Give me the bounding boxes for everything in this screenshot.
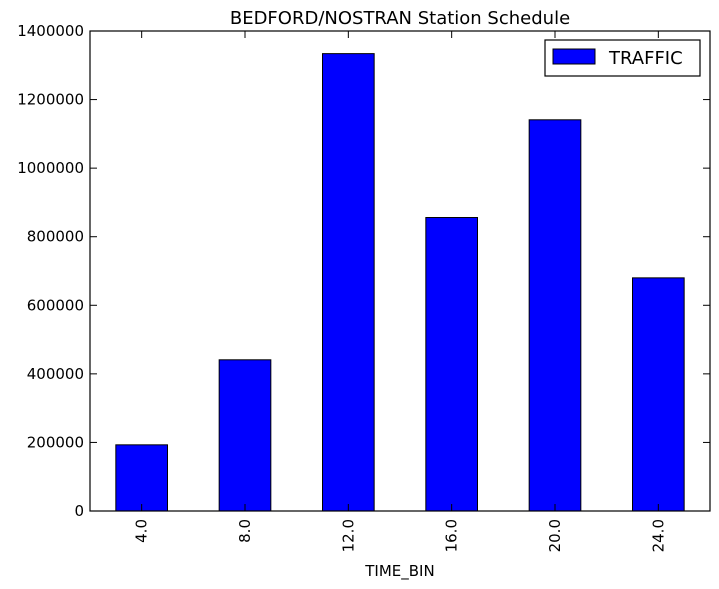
y-tick-label: 600000 bbox=[27, 296, 84, 314]
x-tick-label: 4.0 bbox=[133, 519, 151, 543]
legend-label: TRAFFIC bbox=[608, 48, 683, 69]
y-axis-ticks: 0 200000 400000 600000 800000 1000000 1200000 1… bbox=[17, 22, 710, 520]
x-tick-label: 8.0 bbox=[236, 519, 254, 543]
bar bbox=[115, 444, 169, 512]
x-tick-label: 16.0 bbox=[443, 519, 461, 552]
x-tick-label: 20.0 bbox=[546, 519, 564, 552]
x-tick-label: 12.0 bbox=[339, 519, 357, 552]
legend-swatch bbox=[552, 48, 596, 65]
y-tick-label: 400000 bbox=[27, 365, 84, 383]
chart-title: BEDFORD/NOSTRAN Station Schedule bbox=[230, 8, 570, 29]
bar bbox=[528, 119, 582, 512]
y-tick-label: 1400000 bbox=[17, 22, 84, 40]
y-tick-label: 1200000 bbox=[17, 91, 84, 109]
x-axis-label: TIME_BIN bbox=[364, 562, 434, 581]
legend: TRAFFIC bbox=[544, 39, 701, 77]
y-tick-label: 1000000 bbox=[17, 159, 84, 177]
x-tick-label: 24.0 bbox=[649, 519, 667, 552]
bar bbox=[425, 217, 479, 512]
bar bbox=[632, 277, 685, 512]
bar bbox=[322, 53, 375, 512]
y-tick-label: 800000 bbox=[27, 228, 84, 246]
x-axis-ticks: 4.0 8.0 12.0 16.0 20.0 24.0 bbox=[133, 31, 667, 552]
bar bbox=[218, 359, 272, 512]
plot-frame bbox=[89, 30, 711, 512]
y-tick-label: 0 bbox=[74, 502, 84, 520]
y-tick-label: 200000 bbox=[27, 433, 84, 451]
bars-group bbox=[115, 53, 685, 512]
